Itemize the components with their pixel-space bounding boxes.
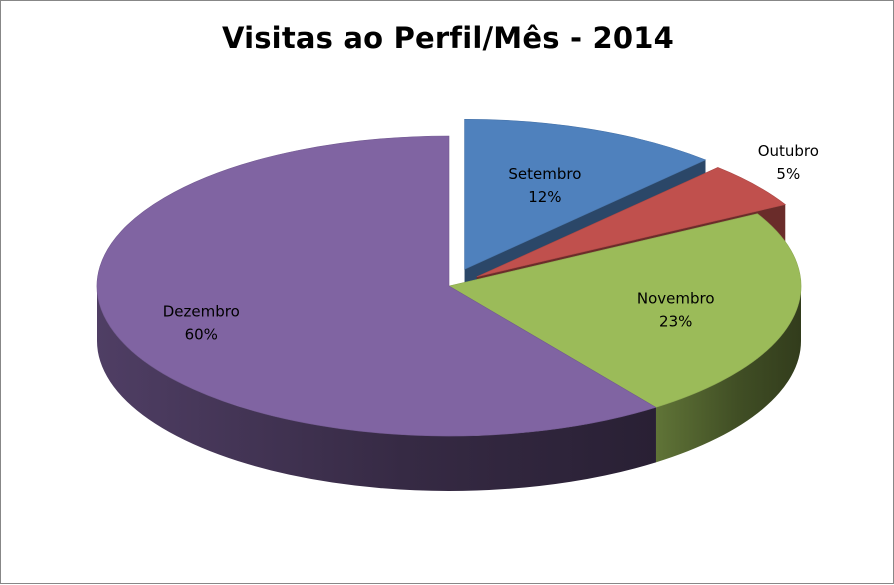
pie-label-layer: Setembro 12% Outubro 5% Novembro 23% Dezembro 6… (163, 142, 819, 343)
slice-label-name-dezembro: Dezembro (163, 302, 240, 320)
slice-side-dezembro-0 (97, 286, 656, 491)
slice-label-name-outubro: Outubro (758, 142, 819, 160)
pie-slice-setembro (464, 118, 707, 270)
slice-side-novembro-0 (655, 286, 801, 463)
chart-title: Visitas ao Perfil/Mês - 2014 (221, 21, 675, 55)
slice-label-value-novembro: 23% (659, 313, 692, 331)
pie-slice-outubro (476, 167, 786, 278)
pie-slice-dezembro (96, 135, 657, 437)
slice-label-value-dezembro: 60% (185, 325, 218, 343)
slice-label-name-setembro: Setembro (508, 165, 581, 183)
slice-label-value-setembro: 12% (528, 188, 561, 206)
slice-label-name-novembro: Novembro (637, 290, 715, 308)
pie-slice-novembro (448, 213, 802, 408)
pie-top-layer (96, 118, 802, 437)
slice-label-value-outubro: 5% (776, 165, 800, 183)
